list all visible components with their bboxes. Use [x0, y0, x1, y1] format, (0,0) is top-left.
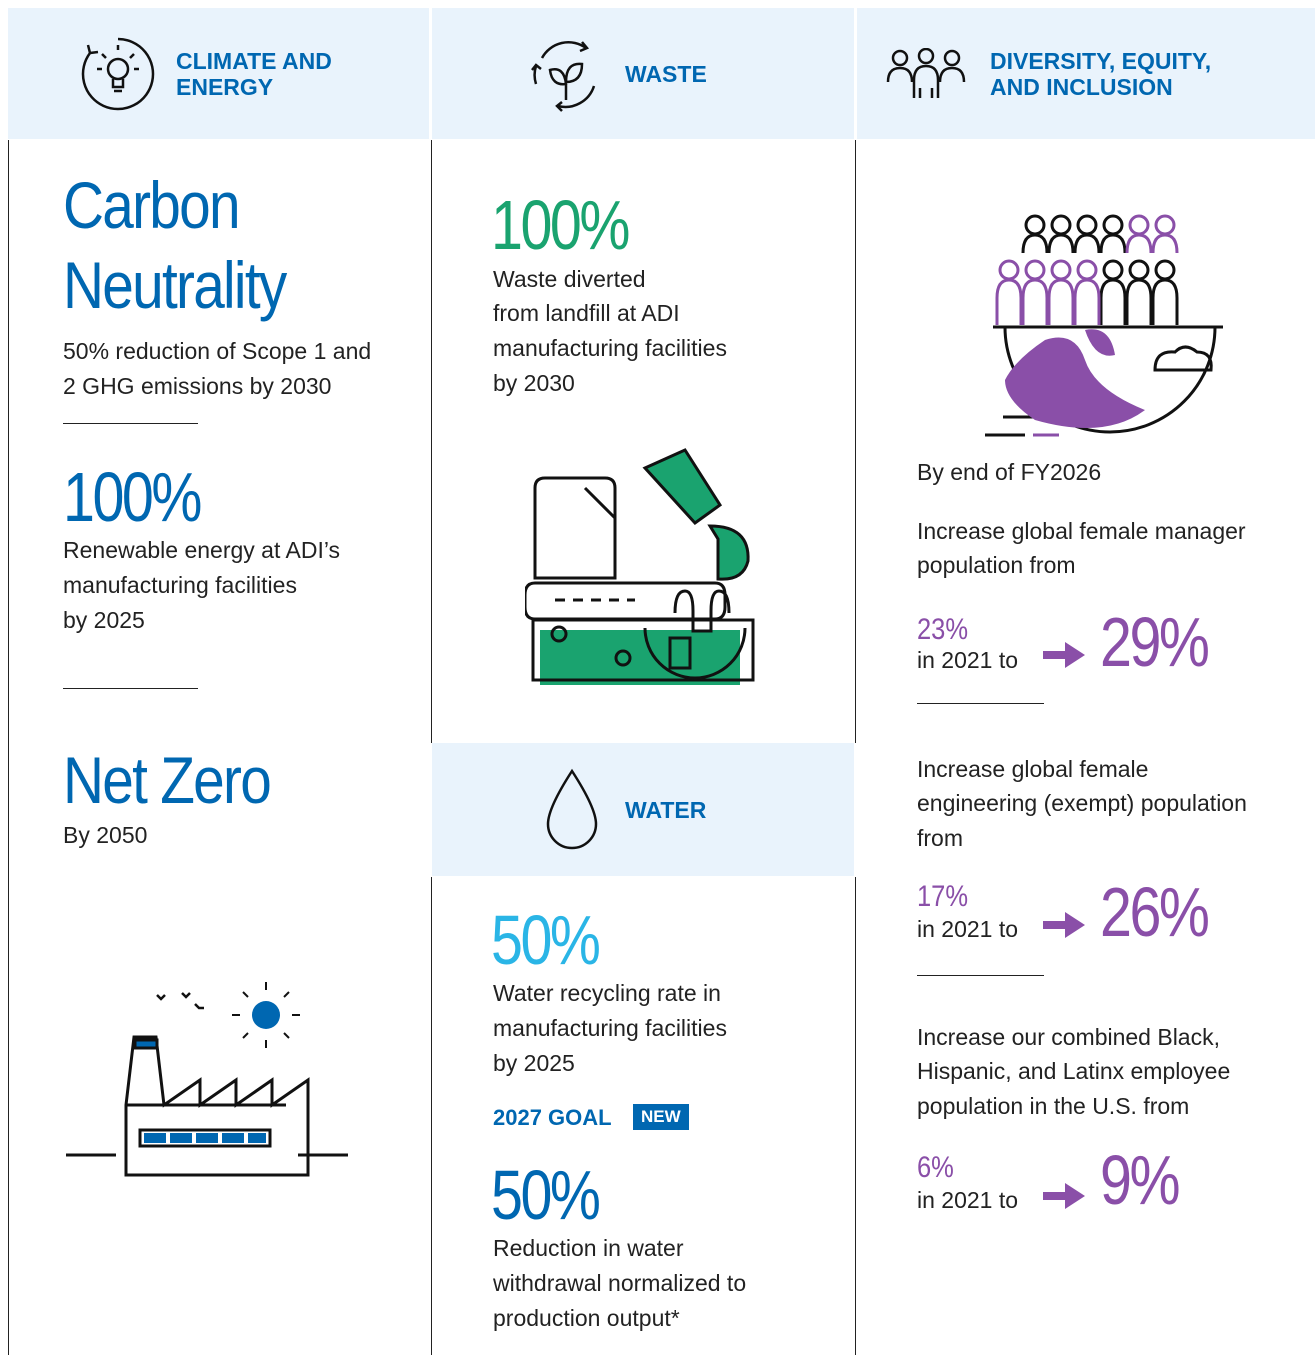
body-text: Reduction in water: [493, 1231, 684, 1266]
goal-percent: 50%: [491, 1156, 599, 1234]
dei-illustration: [985, 205, 1235, 445]
goal-title: Neutrality: [63, 246, 286, 324]
body-text: 50% reduction of Scope 1 and: [63, 334, 371, 369]
from-note: in 2021 to: [917, 912, 1018, 947]
from-value: 23%: [917, 615, 968, 645]
body-text: Increase our combined Black,: [917, 1020, 1220, 1055]
body-text: 2 GHG emissions by 2030: [63, 369, 331, 404]
section-header: DIVERSITY, EQUITY, AND INCLUSION: [990, 48, 1240, 100]
body-text: By 2050: [63, 818, 147, 853]
arrow: [1043, 1183, 1085, 1209]
divider: [8, 140, 9, 1355]
rule: [63, 423, 198, 424]
body-text: manufacturing facilities: [493, 331, 727, 366]
factory-illustration: [62, 980, 352, 1180]
body-text: Hispanic, and Latinx employee: [917, 1054, 1230, 1089]
body-text: withdrawal normalized to: [493, 1266, 746, 1301]
section-header: WATER: [625, 797, 706, 823]
arrow: [1043, 642, 1085, 668]
body-text: manufacturing facilities: [493, 1011, 727, 1046]
body-text: Water recycling rate in: [493, 976, 721, 1011]
body-text: production output*: [493, 1301, 680, 1336]
new-badge: NEW: [633, 1104, 689, 1130]
from-note: in 2021 to: [917, 643, 1018, 678]
target-value: 29%: [1100, 603, 1208, 681]
rule: [917, 703, 1044, 704]
goal-percent: 100%: [63, 458, 200, 536]
body-text: by 2030: [493, 366, 575, 401]
target-value: 26%: [1100, 873, 1208, 951]
divider: [855, 140, 856, 743]
body-text: Renewable energy at ADI’s: [63, 533, 340, 568]
drop-icon: [544, 768, 600, 850]
arrow: [1043, 912, 1085, 938]
from-value: 6%: [917, 1153, 954, 1183]
page: (() => { const data = JSON.parse(documen…: [0, 0, 1315, 1355]
divider: [431, 877, 432, 1355]
body-text: Waste diverted: [493, 262, 646, 297]
divider: [431, 140, 432, 743]
body-text: Increase global female manager: [917, 514, 1246, 549]
body-text: by 2025: [63, 603, 145, 638]
body-text: by 2025: [493, 1046, 575, 1081]
section-header: CLIMATE AND ENERGY: [176, 48, 366, 100]
from-value: 17%: [917, 882, 968, 912]
section-header: WASTE: [625, 61, 707, 87]
goal-percent: 100%: [491, 186, 628, 264]
body-text: from: [917, 821, 963, 856]
target-value: 9%: [1100, 1141, 1178, 1219]
rule: [63, 688, 198, 689]
rule: [917, 975, 1044, 976]
waste-illustration: [525, 448, 765, 693]
body-text: Increase global female: [917, 752, 1148, 787]
body-text: population in the U.S. from: [917, 1089, 1189, 1124]
body-text: By end of FY2026: [917, 455, 1101, 490]
bulb-icon: [80, 36, 156, 112]
goal-title: Carbon: [63, 166, 239, 244]
body-text: from landfill at ADI: [493, 296, 680, 331]
goal-title: Net Zero: [63, 741, 270, 819]
recycle-icon: [528, 36, 604, 112]
goal-label: 2027 GOAL: [493, 1103, 612, 1133]
body-text: manufacturing facilities: [63, 568, 297, 603]
body-text: population from: [917, 548, 1076, 583]
goal-percent: 50%: [491, 901, 599, 979]
divider: [855, 877, 856, 1355]
people-icon: [886, 48, 966, 104]
body-text: engineering (exempt) population: [917, 786, 1247, 821]
from-note: in 2021 to: [917, 1183, 1018, 1218]
